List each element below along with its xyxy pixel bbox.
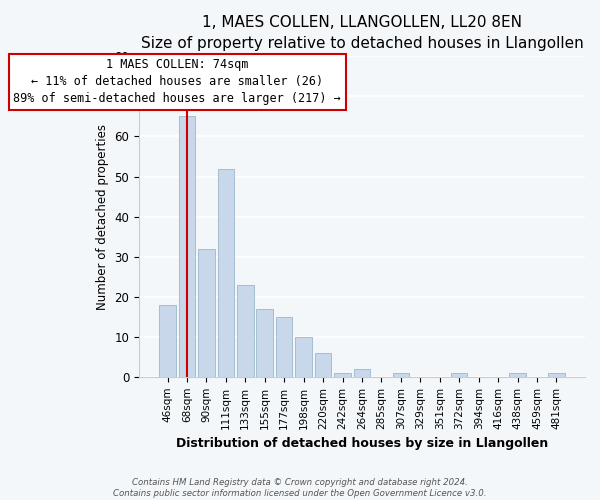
Bar — [198, 248, 215, 377]
Y-axis label: Number of detached properties: Number of detached properties — [96, 124, 109, 310]
Bar — [218, 168, 234, 377]
Bar — [256, 308, 273, 377]
Text: 1 MAES COLLEN: 74sqm
← 11% of detached houses are smaller (26)
89% of semi-detac: 1 MAES COLLEN: 74sqm ← 11% of detached h… — [13, 58, 341, 106]
Bar — [159, 304, 176, 377]
Text: Contains HM Land Registry data © Crown copyright and database right 2024.
Contai: Contains HM Land Registry data © Crown c… — [113, 478, 487, 498]
Bar — [179, 116, 195, 377]
Bar — [295, 337, 312, 377]
Bar — [276, 316, 292, 377]
Bar — [354, 369, 370, 377]
Title: 1, MAES COLLEN, LLANGOLLEN, LL20 8EN
Size of property relative to detached house: 1, MAES COLLEN, LLANGOLLEN, LL20 8EN Siz… — [140, 15, 583, 51]
X-axis label: Distribution of detached houses by size in Llangollen: Distribution of detached houses by size … — [176, 437, 548, 450]
Bar — [451, 373, 467, 377]
Bar — [334, 373, 351, 377]
Bar — [548, 373, 565, 377]
Bar — [392, 373, 409, 377]
Bar — [509, 373, 526, 377]
Bar — [315, 353, 331, 377]
Bar — [237, 284, 254, 377]
